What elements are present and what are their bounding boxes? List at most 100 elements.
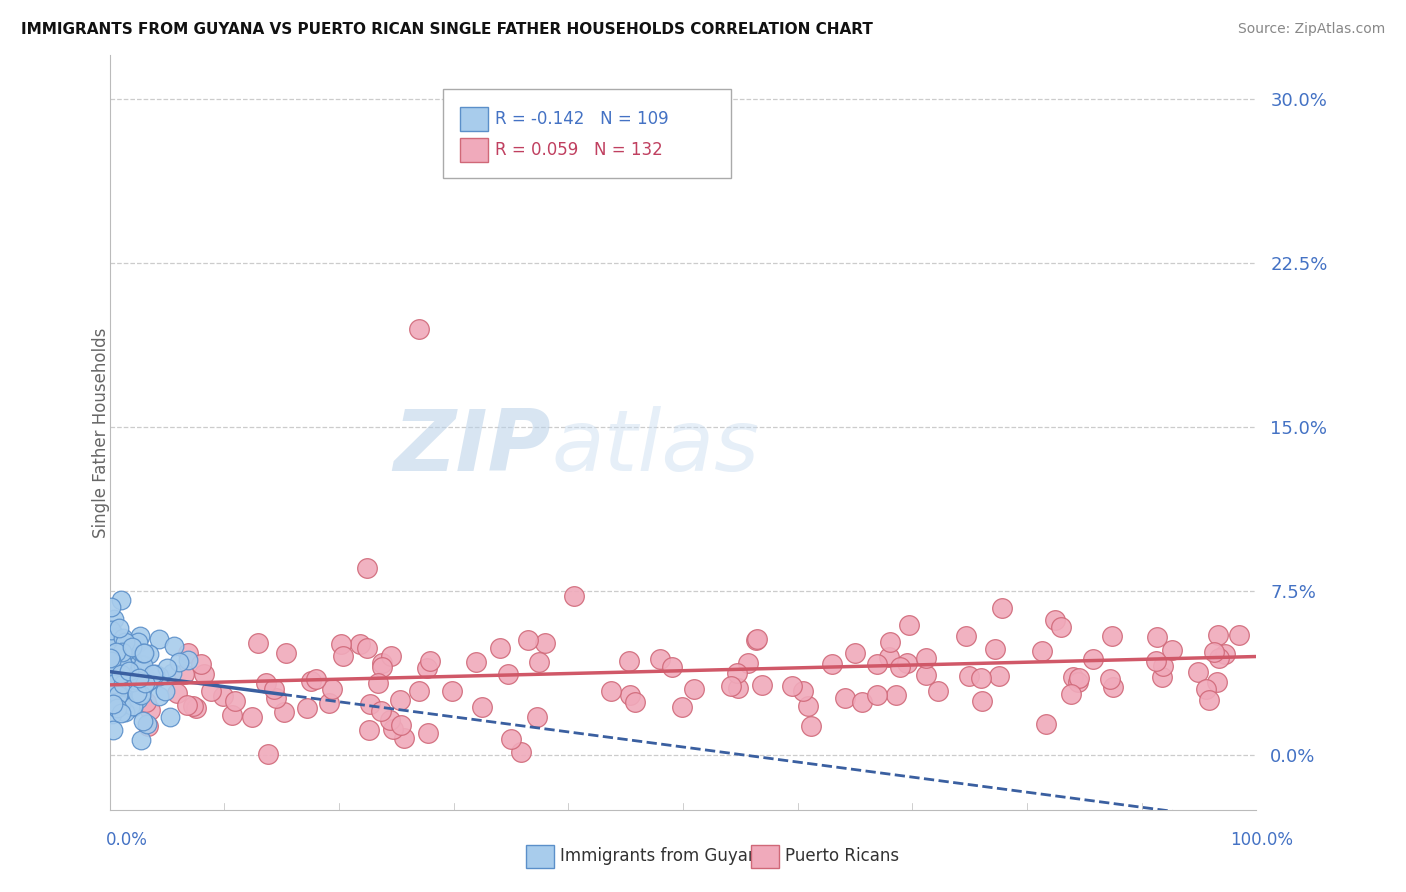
Point (108, 673, 131, 688)
Point (125, 677, 148, 691)
Point (98, 677, 121, 691)
Point (879, 634, 901, 648)
Point (160, 665, 183, 680)
Point (112, 670, 135, 684)
Point (132, 714, 155, 728)
Point (388, 693, 411, 707)
Point (101, 698, 124, 712)
Point (678, 157, 700, 171)
Point (100, 692, 122, 706)
Point (129, 688, 152, 702)
Point (100, 706, 122, 721)
Point (378, 713, 401, 727)
Point (367, 676, 389, 690)
Point (136, 674, 159, 689)
Point (114, 642, 136, 657)
Point (173, 667, 195, 681)
Point (1213, 647, 1236, 661)
Point (886, 688, 908, 702)
Point (100, 600, 122, 615)
Point (1187, 665, 1209, 679)
Point (970, 671, 993, 685)
Point (866, 689, 889, 703)
Point (821, 657, 844, 671)
Point (299, 673, 322, 688)
Point (499, 732, 522, 747)
Point (844, 646, 866, 660)
Point (1049, 620, 1071, 634)
Point (1204, 645, 1226, 659)
Point (600, 684, 623, 698)
Point (117, 647, 139, 661)
Point (108, 639, 131, 653)
Point (1060, 687, 1083, 701)
Point (125, 686, 148, 700)
Point (105, 662, 128, 676)
Point (121, 674, 143, 689)
Point (879, 650, 901, 665)
Point (120, 700, 142, 714)
Point (105, 701, 128, 715)
Point (527, 656, 550, 670)
Point (134, 646, 156, 660)
Point (111, 644, 134, 658)
Point (127, 635, 149, 649)
Point (915, 650, 938, 665)
Point (139, 703, 162, 717)
Point (159, 709, 181, 723)
Point (122, 699, 145, 714)
Point (103, 632, 125, 647)
Point (984, 641, 1007, 656)
Point (148, 689, 170, 703)
Point (138, 647, 160, 661)
Point (254, 675, 277, 690)
Point (1206, 628, 1229, 642)
Point (389, 718, 412, 732)
Point (122, 668, 145, 682)
Point (111, 689, 134, 703)
Point (148, 669, 170, 683)
Point (104, 649, 127, 664)
Point (128, 671, 150, 685)
Point (418, 725, 440, 739)
Point (107, 669, 129, 683)
Point (200, 684, 222, 698)
Point (111, 662, 134, 676)
Point (371, 656, 394, 670)
Point (273, 706, 295, 720)
Point (727, 681, 749, 695)
Point (1101, 629, 1123, 643)
Point (1227, 628, 1250, 642)
Point (112, 658, 135, 673)
Point (163, 639, 186, 653)
Point (782, 679, 804, 693)
Point (1081, 651, 1104, 665)
Point (111, 656, 134, 670)
Text: Puerto Ricans: Puerto Ricans (785, 847, 898, 865)
Point (509, 745, 531, 759)
Point (1208, 650, 1230, 665)
Point (619, 654, 641, 668)
Point (125, 673, 148, 688)
Point (176, 646, 198, 660)
Text: ZIP: ZIP (394, 406, 551, 489)
Point (321, 681, 343, 696)
Point (114, 644, 136, 658)
Point (955, 629, 977, 643)
Point (720, 680, 742, 694)
Point (896, 656, 918, 670)
Text: R = -0.142   N = 109: R = -0.142 N = 109 (495, 110, 668, 128)
Point (105, 676, 128, 690)
Point (127, 685, 149, 699)
Point (357, 723, 380, 738)
Text: atlas: atlas (551, 406, 759, 489)
Point (745, 632, 768, 647)
Point (98, 651, 121, 665)
Text: 0.0%: 0.0% (105, 831, 148, 849)
Point (134, 675, 156, 690)
Point (737, 657, 759, 671)
Point (624, 695, 647, 709)
Point (1144, 654, 1167, 668)
Point (264, 691, 287, 706)
Point (108, 651, 131, 665)
